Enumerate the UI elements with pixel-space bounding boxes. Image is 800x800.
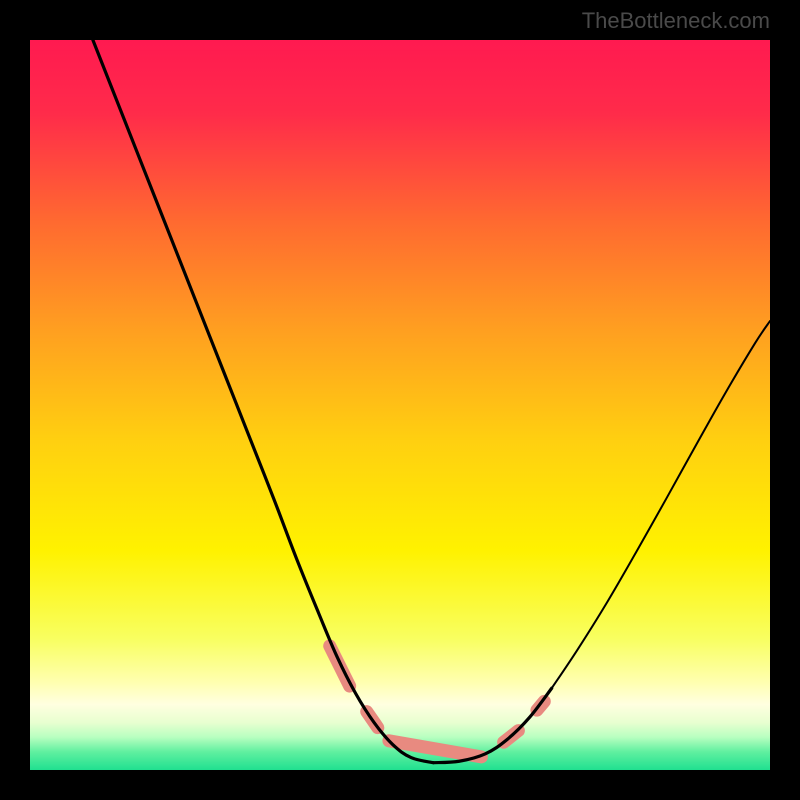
curve-layer bbox=[30, 40, 770, 770]
right-curve-thin bbox=[552, 321, 770, 688]
watermark-text: TheBottleneck.com bbox=[582, 8, 770, 34]
left-curve bbox=[93, 40, 433, 763]
plot-area bbox=[30, 40, 770, 770]
chart-stage: TheBottleneck.com bbox=[0, 0, 800, 800]
